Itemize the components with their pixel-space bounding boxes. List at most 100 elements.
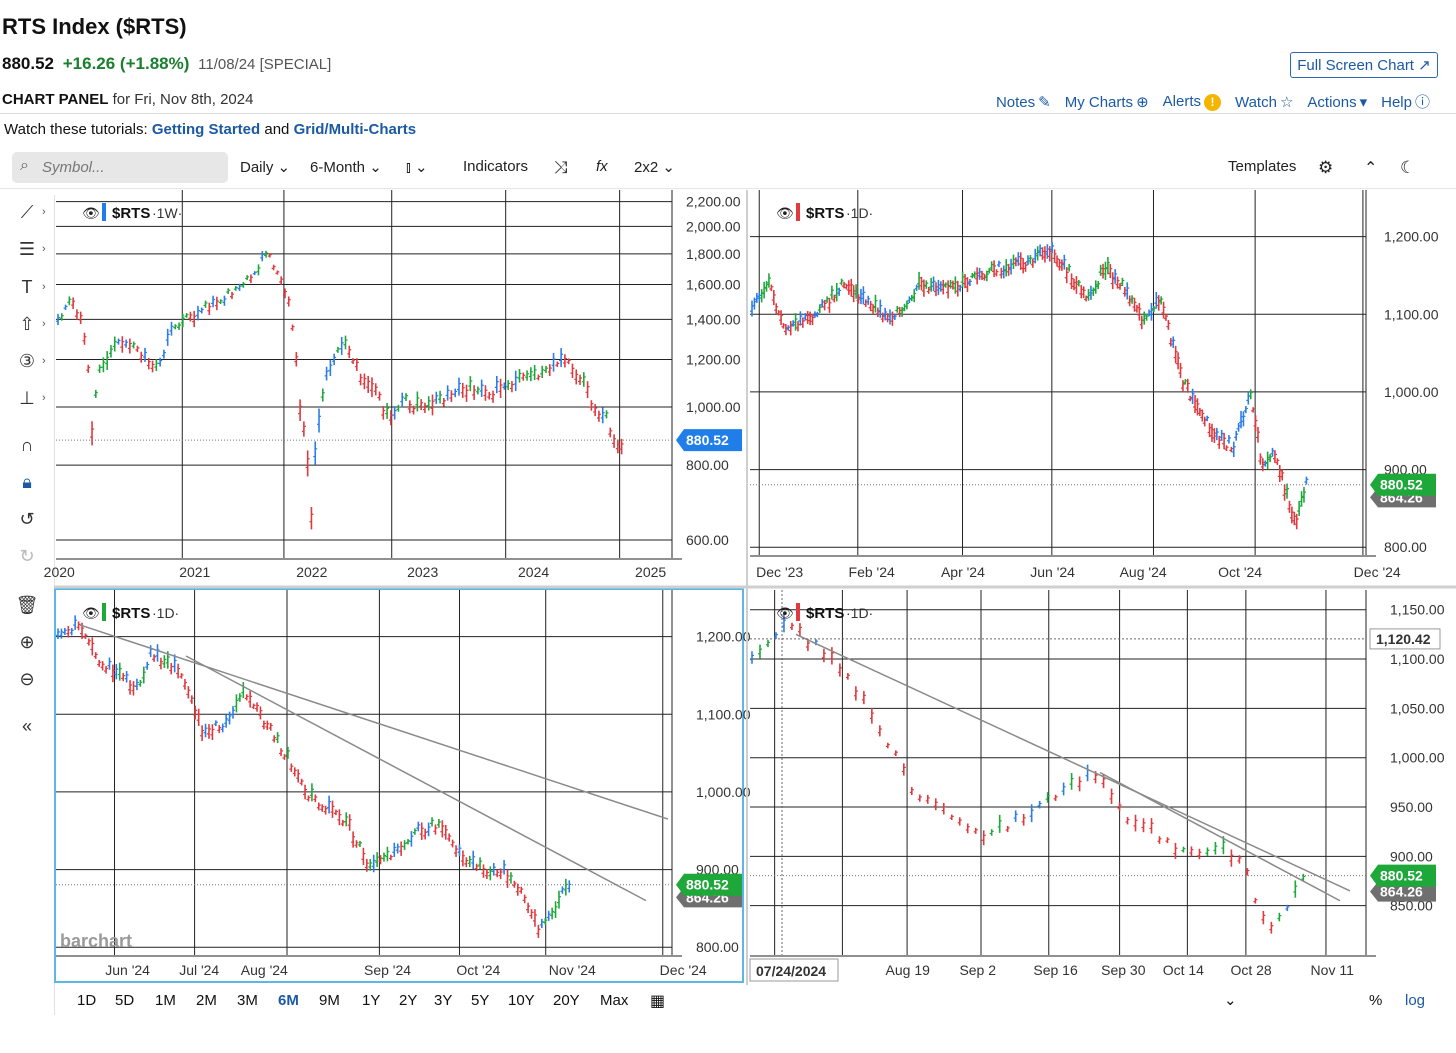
range-dropdown[interactable]: 6-Month ⌄ [310, 158, 382, 176]
symbol-search-input[interactable]: Symbol... [12, 152, 228, 183]
measure-tool-icon[interactable]: ⊥ [19, 388, 35, 408]
last-price-label: 880.52 [1380, 868, 1423, 884]
chevron-right-icon[interactable]: › [42, 243, 46, 255]
caret-down-icon: ▾ [1359, 93, 1368, 111]
x-tick-label: Jun '24 [1030, 564, 1075, 580]
y-tick-label: 2,200.00 [686, 194, 741, 210]
range-1d[interactable]: 1D [77, 992, 97, 1009]
templates-button[interactable]: Templates [1228, 158, 1297, 175]
range-max[interactable]: Max [600, 992, 629, 1009]
y-tick-label: 800.00 [1384, 539, 1427, 555]
x-tick-label: Sep 16 [1033, 962, 1078, 978]
x-tick-label: 2024 [518, 564, 549, 580]
settings-gear-icon[interactable]: ⚙ [1318, 158, 1334, 177]
actions-menu[interactable]: Actions ▾ [1307, 93, 1367, 111]
calendar-icon[interactable]: ▦ [650, 993, 666, 1010]
x-tick-label: Dec '24 [660, 962, 707, 978]
x-tick-label: Aug '24 [1120, 564, 1167, 580]
interval-label: ·1D· [152, 605, 179, 621]
chevron-down-icon[interactable]: ⌄ [1224, 992, 1237, 1009]
range-1y[interactable]: 1Y [362, 992, 381, 1009]
chevron-right-icon[interactable]: › [42, 392, 46, 404]
chart-type-dropdown[interactable]: ⫾ ⌄ [406, 158, 428, 176]
trash-icon[interactable]: 🗑︎ [15, 595, 39, 615]
zoom-out-icon[interactable]: ⊖ [19, 669, 35, 689]
magnet-icon[interactable]: ∩ [20, 435, 34, 455]
range-20y[interactable]: 20Y [553, 992, 580, 1009]
y-tick-label: 800.00 [686, 457, 729, 473]
range-5d[interactable]: 5D [115, 992, 135, 1009]
text-tool-icon[interactable]: T [21, 277, 33, 297]
range-10y[interactable]: 10Y [508, 992, 535, 1009]
edit-icon: ✎ [1038, 93, 1051, 111]
layout-dropdown[interactable]: 2x2 ⌄ [634, 158, 675, 176]
range-1m[interactable]: 1M [155, 992, 176, 1009]
series-color-swatch [796, 603, 800, 621]
trendline [185, 655, 647, 902]
range-5y[interactable]: 5Y [471, 992, 490, 1009]
divider [0, 188, 1456, 189]
collapse-left-icon[interactable]: « [21, 716, 32, 736]
range-3m[interactable]: 3M [237, 992, 258, 1009]
y-tick-label: 1,800.00 [686, 246, 741, 262]
last-price: 880.52 [2, 54, 54, 73]
my-charts-link[interactable]: My Charts ⊕ [1065, 93, 1149, 111]
range-2y[interactable]: 2Y [399, 992, 418, 1009]
range-2m[interactable]: 2M [196, 992, 217, 1009]
chart-panel-1[interactable]: 2,200.00 2,000.00 1,800.00 1,600.00 1,400.00… [44, 190, 742, 580]
interval-dropdown[interactable]: Daily ⌄ [240, 158, 290, 176]
watch-link[interactable]: Watch ☆ [1235, 93, 1293, 111]
fx-button[interactable]: fx [596, 158, 608, 175]
full-screen-chart-button[interactable]: Full Screen Chart ↗ [1290, 52, 1438, 78]
page-title: RTS Index ($RTS) [2, 14, 187, 39]
dark-mode-moon-icon[interactable]: ☾ [1400, 158, 1416, 177]
x-tick-label: Sep 30 [1101, 962, 1146, 978]
range-9m[interactable]: 9M [319, 992, 340, 1009]
chevron-right-icon[interactable]: › [42, 355, 46, 367]
zoom-in-icon[interactable]: ⊕ [19, 632, 35, 652]
range-label: 6-Month [310, 159, 366, 176]
log-toggle[interactable]: log [1405, 992, 1426, 1009]
chart-panel-3[interactable]: 1,200.00 1,100.00 1,000.00 900.00 800.00 Jun … [54, 588, 751, 983]
percent-toggle[interactable]: % [1369, 992, 1383, 1009]
help-label: Help [1381, 94, 1412, 111]
top-links: Notes ✎ My Charts ⊕ Alerts! Watch ☆ Actions… [996, 91, 1430, 112]
chevron-right-icon[interactable]: › [42, 318, 46, 330]
last-price-badge [1370, 864, 1436, 887]
chart-panel-2[interactable]: 1,200.00 1,100.00 1,000.00 900.00 800.00 Dec … [750, 190, 1439, 580]
fib-tool-icon[interactable]: ☰ [18, 239, 36, 259]
y-tick-label: 800.00 [696, 939, 739, 955]
grid-multi-charts-link[interactable]: Grid/Multi-Charts [293, 121, 417, 138]
collapse-up-icon[interactable]: ⌃ [1364, 160, 1378, 177]
chart-panel-heading: CHART PANEL for Fri, Nov 8th, 2024 [2, 91, 253, 108]
quote-line: 880.52 +16.26 (+1.88%) 11/08/24 [SPECIAL… [2, 54, 331, 74]
chart-panel-4[interactable]: 1,150.00 1,100.00 1,050.00 1,000.00 950.00 90… [749, 590, 1445, 982]
chevron-right-icon[interactable]: › [42, 206, 46, 218]
panel-title: CHART PANEL [2, 91, 109, 108]
chevron-down-icon: ⌄ [414, 159, 428, 176]
counter-tool-icon[interactable]: ③ [18, 351, 36, 371]
y-tick-label: 1,100.00 [1384, 306, 1439, 322]
notes-link[interactable]: Notes ✎ [996, 93, 1051, 111]
arrow-tool-icon[interactable]: ⇧ [19, 314, 35, 334]
alerts-link[interactable]: Alerts! [1163, 93, 1221, 111]
y-tick-label: 1,000.00 [686, 399, 741, 415]
crosshair-y-badge [1369, 628, 1441, 650]
range-6m[interactable]: 6M [278, 992, 299, 1009]
compare-icon[interactable]: ⤨ [554, 158, 568, 177]
indicators-button[interactable]: Indicators [463, 158, 529, 175]
redo-icon[interactable]: ↻ [19, 546, 35, 566]
active-panel-border [54, 588, 744, 983]
last-price-label: 880.52 [1380, 477, 1423, 493]
help-link[interactable]: Help ⓘ [1381, 91, 1430, 112]
symbol-label: $RTS [806, 205, 844, 222]
lock-icon[interactable]: 🔒︎ [22, 472, 32, 492]
getting-started-link[interactable]: Getting Started [151, 121, 261, 138]
y-tick-label: 1,100.00 [1390, 651, 1445, 667]
chevron-right-icon[interactable]: › [42, 281, 46, 293]
range-3y[interactable]: 3Y [434, 992, 453, 1009]
interval-label: ·1D· [846, 205, 873, 221]
line-tool-icon[interactable]: ⟋ [20, 202, 34, 222]
undo-icon[interactable]: ↺ [19, 509, 35, 529]
